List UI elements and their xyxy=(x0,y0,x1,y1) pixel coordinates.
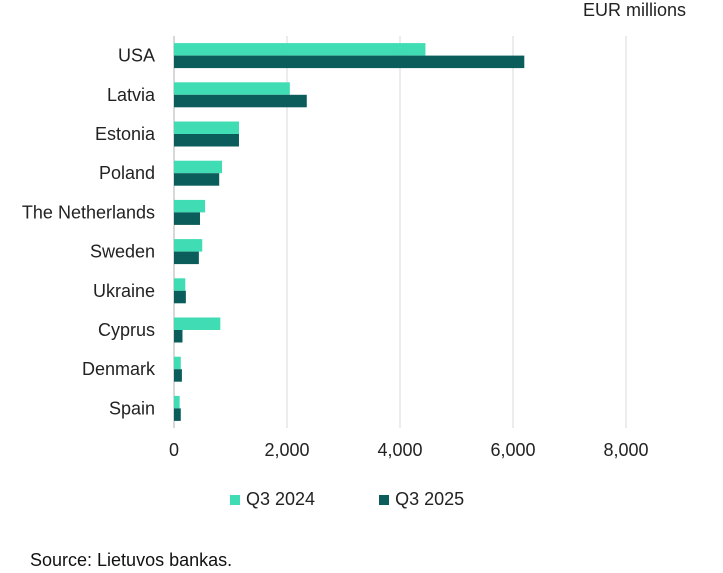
bar-q3-2025-usa xyxy=(174,55,525,69)
category-label-cyprus: Cyprus xyxy=(98,320,155,340)
x-tick-label: 4,000 xyxy=(377,440,422,460)
bar-q3-2025-poland xyxy=(174,173,220,186)
bar-q3-2025-cyprus xyxy=(174,330,183,343)
bar-q3-2025-estonia xyxy=(174,134,239,147)
category-label-sweden: Sweden xyxy=(90,242,155,262)
bar-q3-2024-latvia xyxy=(174,82,290,95)
category-label-ukraine: Ukraine xyxy=(93,281,155,301)
legend-item-q3-2024: Q3 2024 xyxy=(230,489,315,510)
category-label-denmark: Denmark xyxy=(82,359,156,379)
legend-swatch-q3-2024 xyxy=(230,494,240,505)
category-label-latvia: Latvia xyxy=(107,85,156,105)
x-tick-label: 0 xyxy=(169,440,179,460)
source-note: Source: Lietuvos bankas. xyxy=(30,550,233,570)
bar-q3-2024-the-netherlands xyxy=(174,199,206,213)
legend-swatch-q3-2025 xyxy=(379,494,390,505)
bar-q3-2025-spain xyxy=(174,408,181,421)
x-tick-label: 8,000 xyxy=(603,440,648,460)
bar-q3-2024-ukraine xyxy=(174,278,186,291)
bar-q3-2024-poland xyxy=(174,160,223,174)
category-labels: USA Latvia Estonia Poland The Netherlands Swe… xyxy=(22,46,156,419)
category-label-estonia: Estonia xyxy=(95,124,156,144)
bar-q3-2024-denmark xyxy=(174,356,181,370)
bar-q3-2025-the-netherlands xyxy=(174,212,200,225)
bar-q3-2025-latvia xyxy=(174,94,307,108)
category-label-the-netherlands: The Netherlands xyxy=(22,202,155,222)
bar-q3-2025-sweden xyxy=(174,251,199,265)
bar-q3-2024-usa xyxy=(174,43,426,56)
bar-q3-2024-estonia xyxy=(174,121,239,134)
bar-chart: USA Latvia Estonia Poland The Netherlands Swe… xyxy=(22,36,649,460)
unit-label: EUR millions xyxy=(582,0,686,20)
category-label-usa: USA xyxy=(118,46,155,66)
x-tick-label: 2,000 xyxy=(264,440,309,460)
bar-q3-2025-denmark xyxy=(174,369,182,382)
legend: Q3 2024 Q3 2025 xyxy=(230,489,528,510)
legend-label-q3-2025: Q3 2025 xyxy=(395,489,465,509)
x-tick-label: 6,000 xyxy=(490,440,535,460)
bar-q3-2024-cyprus xyxy=(174,317,221,330)
x-tick-labels: 0 2,000 4,000 6,000 8,000 xyxy=(169,440,649,460)
legend-label-q3-2024: Q3 2024 xyxy=(246,489,316,509)
bar-q3-2024-sweden xyxy=(174,239,203,252)
bars xyxy=(174,43,525,421)
category-label-poland: Poland xyxy=(99,163,155,183)
legend-item-q3-2025: Q3 2025 xyxy=(379,489,464,510)
category-label-spain: Spain xyxy=(109,398,155,418)
bar-q3-2025-ukraine xyxy=(174,290,186,304)
bar-q3-2024-spain xyxy=(174,395,180,409)
